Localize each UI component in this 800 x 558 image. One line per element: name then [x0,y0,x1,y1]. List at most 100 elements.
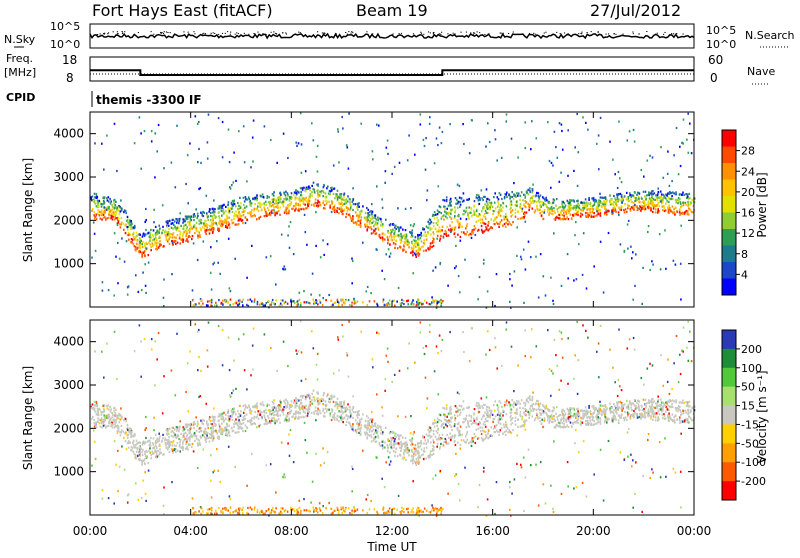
power-cell [587,214,589,216]
power-cell [553,207,555,209]
power-cell [245,222,247,224]
power-cell [198,302,200,304]
power-cell [486,228,488,230]
power-cell [364,224,366,226]
power-cell [613,201,615,203]
power-cell [319,195,321,197]
power-cell [665,203,667,205]
velocity-cell [447,425,449,427]
velocity-cell [371,436,373,438]
power-cell [348,299,350,301]
power-cell [665,268,667,270]
power-cell [357,220,359,222]
power-cell [289,196,291,198]
power-cell [254,299,256,301]
power-cell [638,198,640,200]
power-cell [631,257,633,259]
power-cell [343,302,345,304]
power-cell [505,216,507,218]
velocity-cell [619,417,621,419]
power-cell [610,202,612,204]
velocity-cell [633,415,635,417]
velocity-cell [618,402,620,404]
power-cell [667,173,669,175]
power-cell [246,277,248,279]
power-cell [516,226,518,228]
power-cell [544,209,546,211]
velocity-cell [529,398,531,400]
power-cell [387,232,389,234]
velocity-cell [241,423,243,425]
power-cell [559,181,561,183]
velocity-cell [249,420,251,422]
power-cell [624,203,626,205]
velocity-cell [542,426,544,428]
power-cell [264,209,266,211]
power-cell [135,249,137,251]
power-cell [154,238,156,240]
velocity-cell [189,432,191,434]
noise-dot [441,32,442,33]
velocity-cell [474,420,476,422]
power-cell [398,227,400,229]
power-cell [621,196,623,198]
power-cell [444,211,446,213]
power-cell [470,207,472,209]
velocity-cell [397,434,399,436]
power-cell [238,223,240,225]
power-cell [642,267,644,269]
power-cell [121,221,123,223]
velocity-cell [325,408,327,410]
power-cell [145,292,147,294]
power-cell [195,208,197,210]
power-cell [559,206,561,208]
power-cell [228,201,230,203]
power-cell [683,119,685,121]
noise-dot [205,33,206,34]
power-cell [418,238,420,240]
power-cell [264,215,266,217]
power-cell [197,161,199,163]
power-cell [218,211,220,213]
power-cell [478,220,480,222]
power-cell [382,225,384,227]
power-cell [605,201,607,203]
power-cell [352,218,354,220]
power-cell [442,215,444,217]
power-cell [244,200,246,202]
power-cell [126,240,128,242]
velocity-cell [100,426,102,428]
power-cell [679,146,681,148]
noise-dot [113,31,114,32]
power-cell [520,203,522,205]
power-cell [352,220,354,222]
velocity-cell [182,436,184,438]
power-cell [220,206,222,208]
power-cell [397,247,399,249]
noise-dot [122,32,123,33]
power-cell [202,226,204,228]
power-cell [494,223,496,225]
power-cell [357,301,359,303]
power-cell [609,141,611,143]
power-cell [115,201,117,203]
power-cell [228,217,230,219]
power-cell [483,196,485,198]
noise-dot [533,33,534,34]
power-cell [234,213,236,215]
power-cell [245,196,247,198]
velocity-cell [355,411,357,413]
power-cell [616,193,618,195]
power-cell [598,168,600,170]
power-cell [341,304,343,306]
power-cell [400,242,402,244]
velocity-cell [311,393,313,395]
power-cell [119,223,121,225]
noise-dot [282,32,283,33]
power-cell [227,204,229,206]
power-cell [548,202,550,204]
power-cell [411,301,413,303]
power-cell [538,200,540,202]
power-cell [601,197,603,199]
velocity-cell [344,417,346,419]
